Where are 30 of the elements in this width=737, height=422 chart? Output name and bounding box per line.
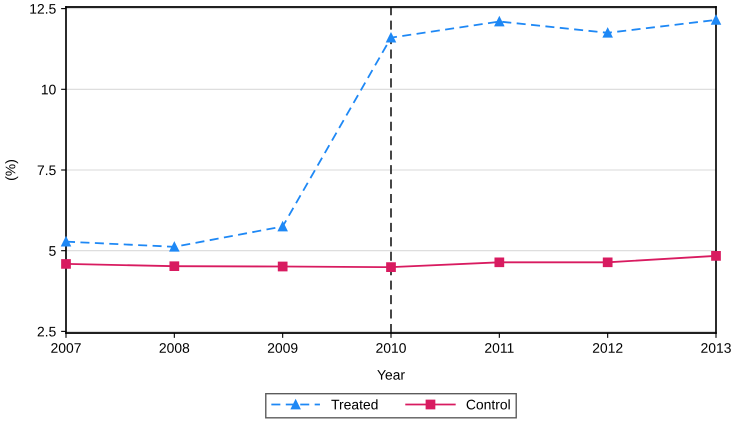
point [494,16,504,26]
legend-label: Control [466,399,510,410]
x-axis-title: Year [377,370,405,380]
x-tick-label: 2012 [592,343,622,353]
point [61,236,71,247]
point [494,257,504,268]
y-axis-title: (%) [5,160,18,180]
x-tick-label: 2013 [701,343,731,353]
x-tick-label: 2011 [485,343,514,353]
legend-label: Treated [331,399,378,410]
point [711,15,721,25]
y-tick-label: 10 [42,84,56,94]
y-tick-label: 2.5 [38,326,56,337]
point [602,257,613,268]
y-tick-label: 12.5 [30,4,56,14]
y-tick-label: 5 [49,246,56,256]
point [602,28,613,38]
point [169,242,180,252]
x-tick-label: 2008 [160,343,190,353]
point [278,262,288,272]
point [61,259,71,269]
x-tick-label: 2007 [51,343,81,353]
point [711,250,721,261]
point [169,261,180,272]
point [386,262,396,272]
y-tick-label: 7.5 [38,165,56,176]
point [386,32,396,43]
x-tick-label: 2009 [268,343,298,353]
x-tick-label: 2010 [376,343,406,353]
point [278,222,288,232]
